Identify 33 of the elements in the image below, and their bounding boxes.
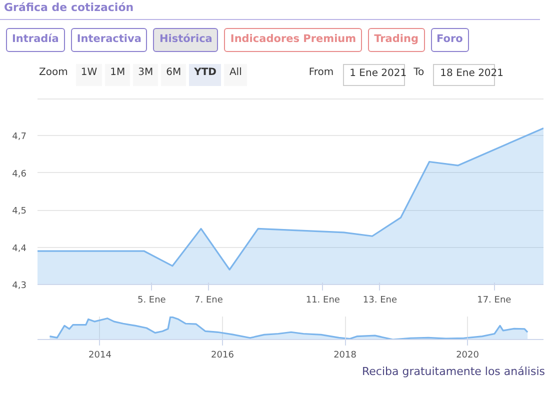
y-tick-label: 4,3 (12, 281, 27, 291)
text: Indicadores Premium (230, 32, 356, 47)
x-tick-label: 5. Ene (137, 296, 166, 306)
text: Zoom (39, 66, 68, 80)
text: 6M (166, 66, 182, 80)
text: Foro (436, 32, 463, 47)
x-tick-label: 7. Ene (194, 296, 224, 306)
text: 1M (110, 66, 126, 80)
text: 18 Ene 2021 (440, 67, 504, 81)
y-tick-label: 4,7 (12, 132, 27, 142)
x-tick-label: 17. Ene (477, 296, 512, 306)
text: 1 Ene 2021 (350, 67, 407, 81)
text: 3M (138, 66, 154, 80)
x-tick-label: 2016 (211, 350, 234, 360)
text: Interactiva (76, 32, 142, 47)
chart-title: Gráfica de cotización (4, 0, 134, 16)
x-tick-label: 2020 (456, 350, 480, 360)
text: From (308, 66, 334, 80)
text: YTD (194, 66, 216, 80)
y-tick-label: 4,6 (12, 169, 27, 180)
text: All (229, 66, 242, 80)
x-tick-label: 13. Ene (362, 296, 398, 306)
text: Histórica (159, 32, 212, 47)
x-tick-label: 2014 (88, 350, 112, 360)
y-tick-label: 4,5 (12, 206, 27, 217)
text: Reciba gratuitamente los análisis (362, 364, 545, 380)
x-tick-label: 2018 (334, 350, 357, 360)
text: Trading (374, 32, 418, 47)
text: To (414, 66, 424, 80)
text: 1W (80, 66, 98, 80)
text: Intradía (12, 32, 59, 47)
y-tick-label: 4,4 (12, 244, 27, 254)
x-tick-label: 11. Ene (306, 296, 340, 306)
